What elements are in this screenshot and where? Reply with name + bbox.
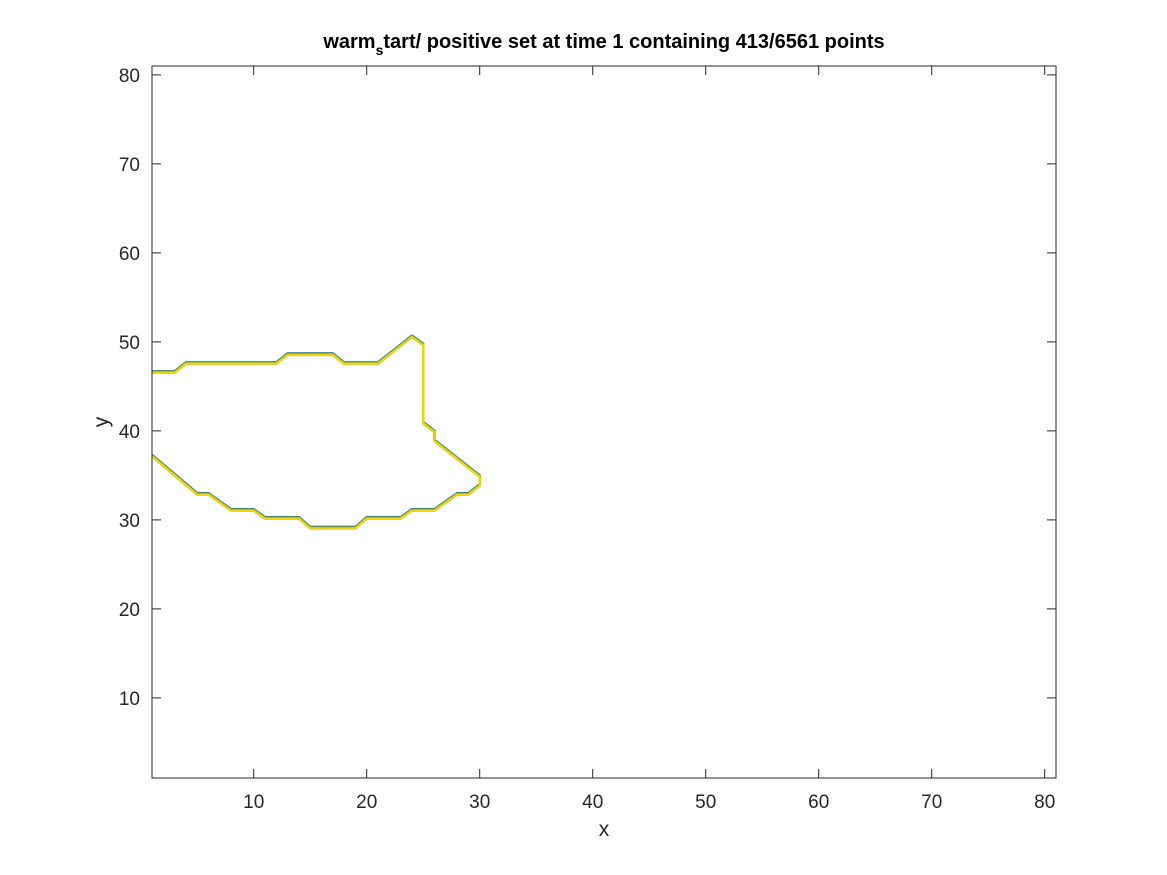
contour-lines — [152, 334, 481, 530]
x-tick-label: 50 — [695, 792, 716, 813]
chart-title-rest: tart/ positive set at time 1 containing … — [383, 31, 884, 53]
y-axis-label: y — [90, 416, 113, 427]
x-tick-label: 70 — [921, 792, 942, 813]
y-axis-ticks: 10 20 30 40 50 60 70 80 — [119, 66, 1056, 710]
y-tick-label: 60 — [119, 244, 140, 265]
plot-area-frame — [151, 65, 1057, 779]
x-axis-ticks: 10 20 30 40 50 60 70 80 — [243, 66, 1055, 813]
y-tick-label: 20 — [119, 600, 140, 621]
y-tick-label: 40 — [119, 422, 140, 443]
contour-line-4 — [152, 336, 481, 530]
contour-line-3 — [152, 335, 481, 530]
y-tick-label: 30 — [119, 511, 140, 532]
y-tick-label: 70 — [119, 155, 140, 176]
x-tick-label: 80 — [1034, 792, 1055, 813]
x-tick-label: 40 — [582, 792, 603, 813]
x-tick-label: 30 — [469, 792, 490, 813]
x-tick-label: 20 — [356, 792, 377, 813]
y-tick-label: 50 — [119, 333, 140, 354]
chart-title: warmstart/ positive set at time 1 contai… — [322, 31, 884, 58]
chart-title-subscript: s — [376, 42, 384, 58]
x-tick-label: 10 — [243, 792, 264, 813]
x-tick-label: 60 — [808, 792, 829, 813]
x-axis-label: x — [599, 818, 610, 841]
chart-title-main: warm — [322, 31, 375, 53]
y-tick-label: 10 — [119, 689, 140, 710]
y-tick-label: 80 — [119, 66, 140, 87]
